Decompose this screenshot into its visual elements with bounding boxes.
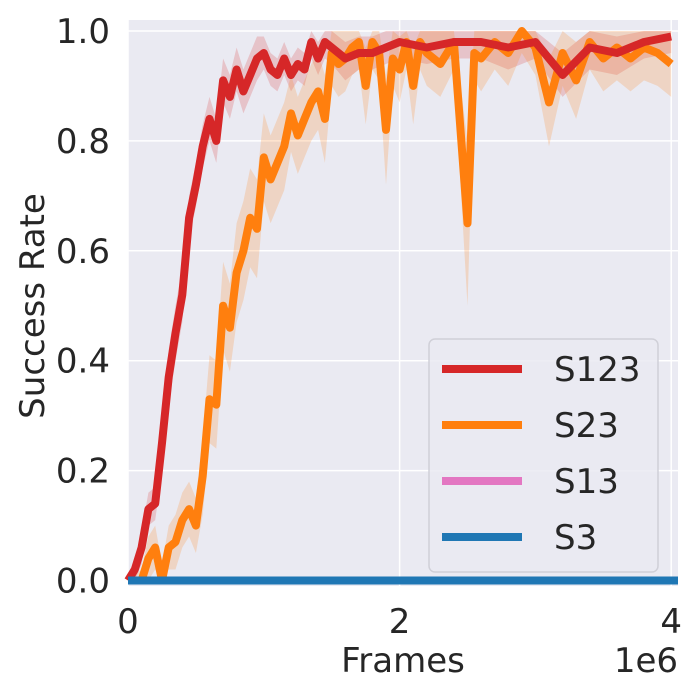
y-tick-label: 0.0 [56,562,110,602]
y-tick-label: 1.0 [56,12,110,52]
x-tick-label: 4 [660,602,682,642]
legend-label-s23: S23 [554,406,619,446]
legend-box [428,338,659,573]
y-tick-labels: 0.0 0.2 0.4 0.6 0.8 1.0 [56,12,110,602]
x-tick-labels: 0 2 4 [117,602,682,642]
legend: S123 S23 S13 S3 [428,338,659,573]
legend-label-s3: S3 [554,518,597,558]
y-tick-label: 0.8 [56,122,110,162]
legend-label-s123: S123 [554,350,640,390]
x-axis-multiplier: 1e6 [614,641,678,681]
series-lines [124,27,678,585]
y-tick-label: 0.2 [56,452,110,492]
series-line-s123 [124,32,672,583]
y-axis-label: Success Rate [13,193,53,419]
y-tick-label: 0.6 [56,232,110,272]
y-tick-label: 0.4 [56,342,110,382]
x-axis-label: Frames [341,641,465,681]
x-tick-label: 2 [389,602,411,642]
legend-label-s13: S13 [554,462,619,502]
x-tick-label: 0 [117,602,139,642]
